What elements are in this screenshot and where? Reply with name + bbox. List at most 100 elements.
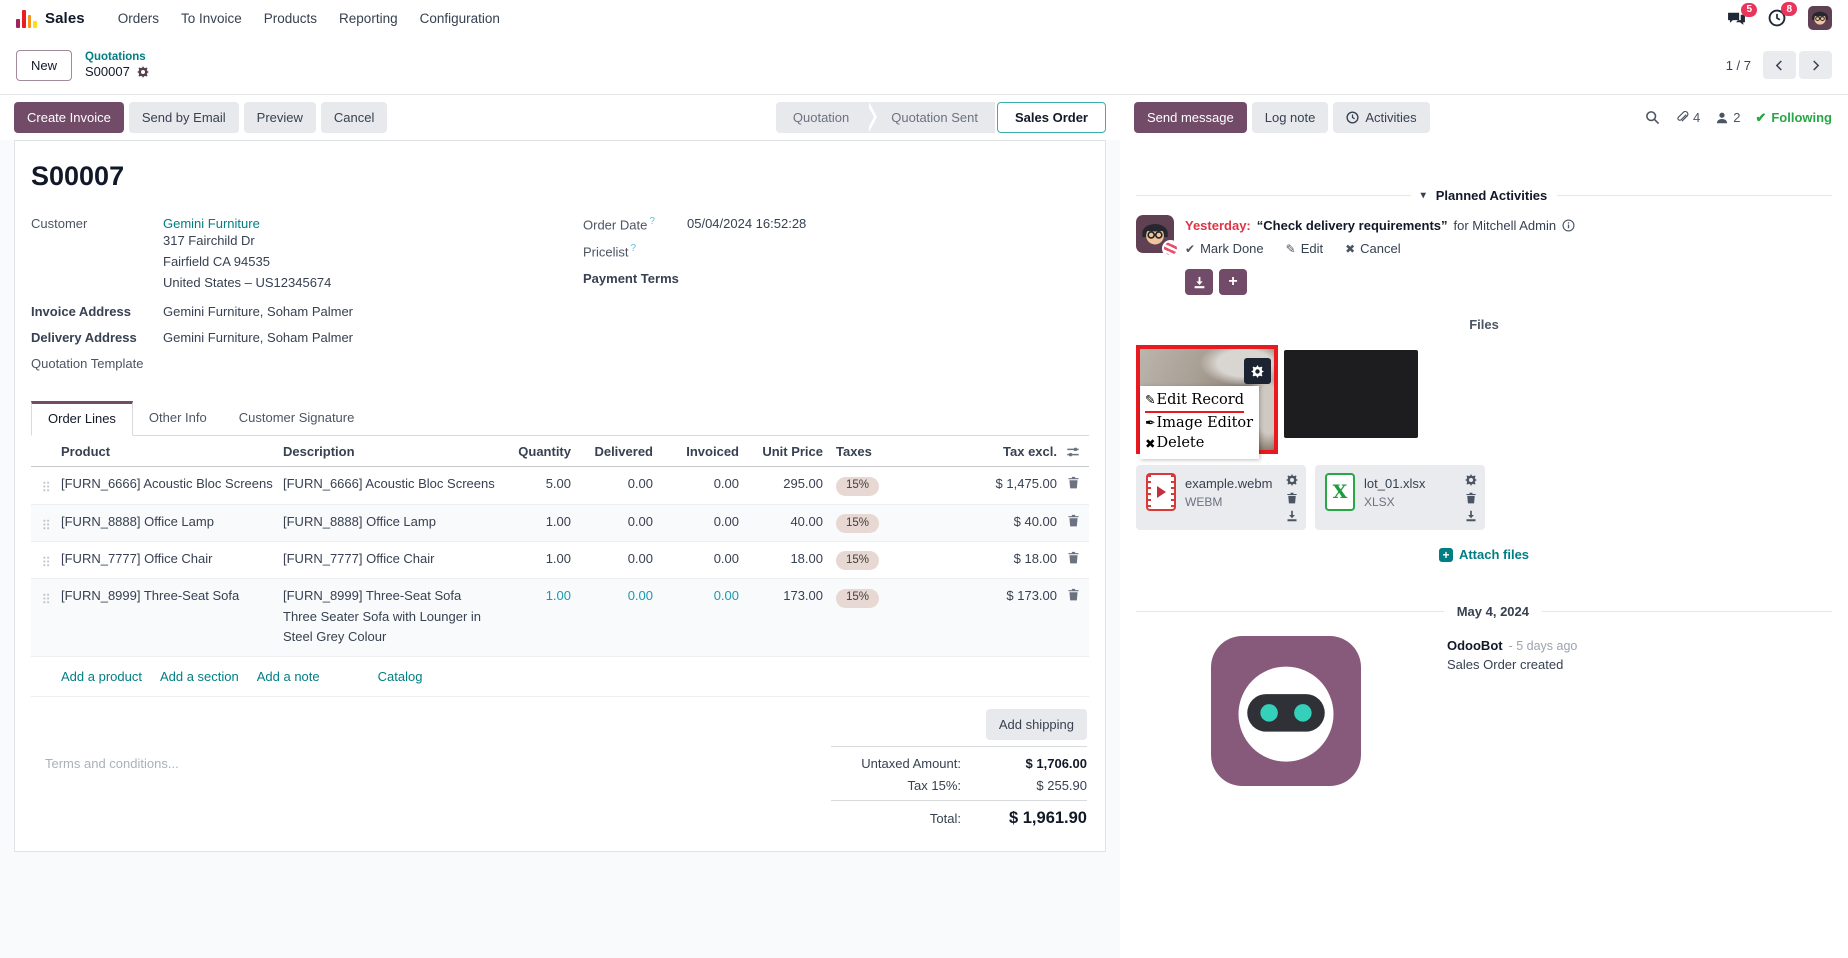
add-a-section-link[interactable]: Add a section: [159, 668, 239, 684]
customer-link[interactable]: Gemini Furniture: [163, 216, 260, 231]
menu-item-image-editor[interactable]: ✒ Image Editor: [1145, 414, 1254, 431]
attachments-counter[interactable]: 4: [1675, 110, 1700, 125]
delete-line-icon[interactable]: [1057, 476, 1089, 489]
tab-order-lines[interactable]: Order Lines: [31, 401, 133, 437]
app-name[interactable]: Sales: [45, 9, 85, 27]
attachment-card-webm[interactable]: example.webm WEBM: [1136, 465, 1306, 530]
cancel-button[interactable]: Cancel: [320, 102, 388, 133]
log-note-button[interactable]: Log note: [1251, 102, 1329, 133]
payment-terms-field[interactable]: [687, 271, 1089, 286]
catalog-link[interactable]: Catalog: [377, 668, 423, 684]
order-line-row[interactable]: [FURN_8999] Three-Seat Sofa [FURN_8999] …: [31, 579, 1089, 657]
activities-button[interactable]: Activities: [1333, 102, 1430, 133]
delete-line-icon[interactable]: [1057, 588, 1089, 601]
col-product[interactable]: Product: [61, 444, 111, 460]
planned-activities-header[interactable]: ▾ Planned Activities: [1136, 188, 1832, 203]
odoobot-avatar[interactable]: [1136, 636, 1436, 786]
attachment-cards: example.webm WEBM X lot_01.xlsx XLSX: [1136, 465, 1832, 530]
menu-configuration[interactable]: Configuration: [419, 10, 500, 26]
chatter-search-icon[interactable]: [1645, 110, 1660, 125]
new-button[interactable]: New: [16, 49, 73, 81]
record-settings-gear-icon[interactable]: [137, 66, 149, 78]
attachment-card-xlsx[interactable]: X lot_01.xlsx XLSX: [1315, 465, 1485, 530]
drag-handle-icon[interactable]: [31, 476, 61, 494]
col-quantity[interactable]: Quantity: [518, 444, 571, 460]
terms-and-conditions-placeholder[interactable]: Terms and conditions...: [45, 755, 179, 771]
attachment-gear-icon[interactable]: [1286, 474, 1298, 486]
order-date-value[interactable]: 05/04/2024 16:52:28: [687, 216, 807, 231]
drag-handle-icon[interactable]: [31, 514, 61, 532]
tab-other-info[interactable]: Other Info: [148, 410, 207, 426]
pager-previous-button[interactable]: [1763, 51, 1796, 79]
send-message-button[interactable]: Send message: [1134, 102, 1247, 133]
tab-customer-signature[interactable]: Customer Signature: [238, 410, 355, 426]
messages-icon[interactable]: 5: [1727, 2, 1757, 27]
attachment-options-gear-icon[interactable]: [1244, 358, 1271, 384]
col-description[interactable]: Description: [283, 444, 355, 460]
order-title: S00007: [31, 161, 125, 191]
menu-orders[interactable]: Orders: [117, 10, 159, 26]
delete-line-icon[interactable]: [1057, 514, 1089, 527]
attachment-trash-icon[interactable]: [1465, 492, 1477, 504]
add-shipping-button[interactable]: Add shipping: [985, 708, 1087, 740]
tax-badge[interactable]: 15%: [836, 514, 880, 533]
status-sales-order-active[interactable]: Sales Order: [997, 102, 1106, 133]
order-lines-header-row: Product Description Quantity Delivered I…: [31, 436, 1089, 468]
edit-activity-button[interactable]: ✎ Edit: [1285, 241, 1324, 256]
add-a-note-link[interactable]: Add a note: [256, 668, 320, 684]
cancel-activity-button[interactable]: ✖ Cancel: [1345, 241, 1401, 256]
video-file-icon: [1146, 473, 1176, 511]
attachment-download-icon[interactable]: [1286, 510, 1298, 522]
menu-to-invoice[interactable]: To Invoice: [180, 10, 242, 26]
pricelist-field[interactable]: [687, 243, 1089, 259]
following-toggle[interactable]: ✔ Following: [1755, 109, 1832, 126]
menu-products[interactable]: Products: [263, 10, 318, 26]
statusbar: Quotation Quotation Sent Sales Order: [775, 102, 1106, 133]
optional-columns-icon[interactable]: [1057, 445, 1089, 459]
mark-done-button[interactable]: ✔ Mark Done: [1185, 241, 1264, 256]
tax-badge[interactable]: 15%: [836, 551, 880, 571]
video-attachment-thumbnail[interactable]: [1284, 350, 1418, 438]
delivery-address-value[interactable]: Gemini Furniture, Soham Palmer: [163, 330, 354, 346]
attachment-download-icon[interactable]: [1465, 510, 1477, 522]
menu-reporting[interactable]: Reporting: [339, 10, 398, 26]
followers-counter[interactable]: 2: [1715, 110, 1740, 125]
col-delivered[interactable]: Delivered: [594, 444, 653, 460]
tax-badge[interactable]: 15%: [836, 476, 880, 496]
preview-button[interactable]: Preview: [243, 102, 316, 133]
breadcrumb-quotations[interactable]: Quotations: [85, 50, 146, 63]
info-icon[interactable]: [1562, 219, 1575, 232]
order-line-row[interactable]: [FURN_8888] Office Lamp [FURN_8888] Offi…: [31, 504, 1089, 542]
add-a-product-link[interactable]: Add a product: [61, 668, 142, 684]
add-attachment-button[interactable]: +: [1219, 269, 1247, 295]
status-quotation-sent[interactable]: Quotation Sent: [891, 110, 978, 125]
download-all-button[interactable]: [1185, 269, 1213, 295]
send-by-email-button[interactable]: Send by Email: [128, 102, 239, 133]
attachment-trash-icon[interactable]: [1286, 492, 1298, 504]
create-invoice-button[interactable]: Create Invoice: [14, 102, 124, 133]
attach-files-button[interactable]: + Attach files: [1136, 547, 1832, 562]
message-author[interactable]: OdooBot: [1447, 638, 1503, 653]
menu-item-delete[interactable]: ✖ Delete: [1145, 435, 1205, 452]
invoice-address-value[interactable]: Gemini Furniture, Soham Palmer: [163, 304, 354, 320]
col-invoiced[interactable]: Invoiced: [686, 444, 739, 460]
order-line-row[interactable]: [FURN_7777] Office Chair [FURN_7777] Off…: [31, 542, 1089, 580]
col-unit-price[interactable]: Unit Price: [762, 444, 823, 460]
order-line-row[interactable]: [FURN_6666] Acoustic Bloc Screens [FURN_…: [31, 467, 1089, 505]
activities-clock-icon[interactable]: 8: [1768, 2, 1797, 27]
drag-handle-icon[interactable]: [31, 588, 61, 606]
status-quotation[interactable]: Quotation: [776, 102, 878, 133]
tax-badge[interactable]: 15%: [836, 588, 880, 608]
attachment-gear-icon[interactable]: [1465, 474, 1477, 486]
col-tax-excl[interactable]: Tax excl.: [1003, 444, 1057, 460]
line-description-extra: Three Seater Sofa with Lounger in Steel …: [283, 609, 482, 645]
drag-handle-icon[interactable]: [31, 551, 61, 569]
quotation-template-field[interactable]: [144, 356, 584, 371]
col-taxes[interactable]: Taxes: [836, 444, 872, 460]
menu-item-edit-record[interactable]: ✎ Edit Record: [1145, 390, 1244, 413]
pager-next-button[interactable]: [1799, 51, 1832, 79]
odoo-logo-icon[interactable]: [16, 9, 37, 28]
user-avatar[interactable]: [1808, 6, 1832, 30]
delete-line-icon[interactable]: [1057, 551, 1089, 564]
